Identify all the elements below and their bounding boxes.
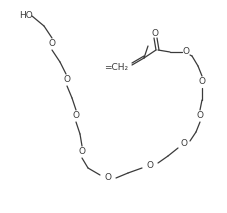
Text: O: O <box>151 29 158 37</box>
Text: O: O <box>104 174 111 183</box>
Text: O: O <box>183 47 190 56</box>
Text: O: O <box>79 147 86 157</box>
Text: O: O <box>49 39 55 49</box>
Text: O: O <box>197 111 203 121</box>
Text: O: O <box>146 161 153 170</box>
Text: O: O <box>198 78 205 86</box>
Text: O: O <box>72 111 79 121</box>
Text: O: O <box>64 75 71 85</box>
Text: =CH₂: =CH₂ <box>104 63 128 72</box>
Text: O: O <box>180 140 188 148</box>
Text: HO: HO <box>19 12 33 20</box>
